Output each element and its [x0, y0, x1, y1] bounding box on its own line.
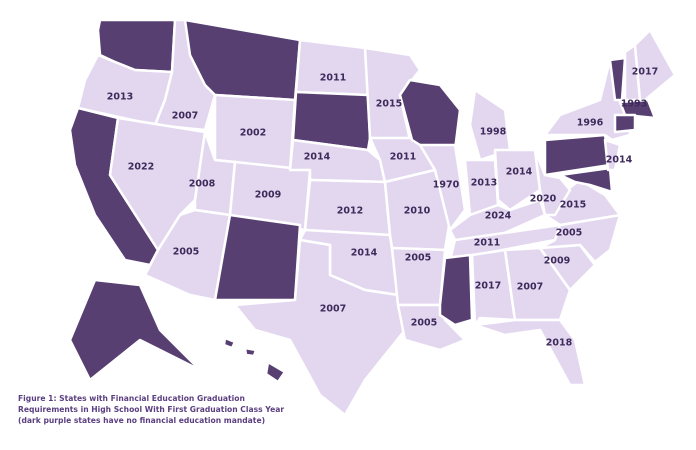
- year-label: 2024: [485, 211, 512, 222]
- state: [608, 56, 627, 102]
- state: [633, 28, 677, 102]
- states: [68, 18, 677, 417]
- year-label: 2005: [405, 253, 431, 264]
- caption-line: Requirements in High School With First G…: [18, 405, 284, 414]
- state: [213, 213, 302, 302]
- state: [243, 346, 258, 358]
- caption-line: (dark purple states have no financial ed…: [18, 416, 265, 425]
- state: [294, 38, 370, 97]
- state: [438, 253, 474, 327]
- year-label: 2015: [376, 99, 402, 110]
- state: [291, 90, 372, 152]
- year-label: 2011: [390, 152, 416, 163]
- state: [470, 248, 517, 327]
- year-label: 1970: [433, 180, 460, 191]
- year-label: 2005: [556, 228, 582, 239]
- year-label: 1996: [577, 118, 604, 129]
- caption: Figure 1: States with Financial Educatio…: [18, 394, 284, 425]
- year-label: 2014: [304, 152, 331, 163]
- state: [603, 138, 622, 172]
- year-label: 2014: [606, 155, 633, 166]
- year-label: 2011: [474, 238, 500, 249]
- year-label: 2017: [475, 281, 501, 292]
- state: [503, 246, 572, 322]
- caption-line: Figure 1: States with Financial Educatio…: [18, 394, 245, 403]
- year-label: 2007: [172, 111, 198, 122]
- year-labels: 2013 2007 2002 2011 2015 2014 2011 1998 2017 1996…: [107, 67, 658, 349]
- year-label: 2022: [128, 162, 154, 173]
- year-label: 2012: [337, 206, 363, 217]
- state: [68, 278, 202, 382]
- state: [264, 360, 287, 384]
- state: [493, 148, 542, 212]
- year-label: 2014: [506, 167, 533, 178]
- state: [538, 213, 622, 264]
- year-label: 2007: [320, 304, 346, 315]
- state: [558, 166, 614, 194]
- year-label: 2015: [560, 200, 586, 211]
- year-label: 2013: [471, 178, 497, 189]
- state: [618, 98, 657, 120]
- year-label: 1998: [480, 127, 507, 138]
- state: [222, 336, 237, 350]
- year-label: 2007: [517, 282, 543, 293]
- state: [613, 113, 637, 134]
- year-label: 2013: [107, 92, 133, 103]
- year-label: 2010: [404, 206, 431, 217]
- year-label: 2017: [632, 67, 658, 78]
- year-label: 2009: [544, 256, 570, 267]
- year-label: 2005: [173, 247, 199, 258]
- year-label: 2014: [351, 248, 378, 259]
- year-label: 2011: [320, 73, 346, 84]
- year-label: 2020: [530, 194, 557, 205]
- state: [418, 143, 467, 232]
- year-label: 2005: [411, 318, 437, 329]
- year-label: 2002: [240, 128, 266, 139]
- year-label: 1993: [621, 99, 647, 110]
- state: [233, 238, 407, 417]
- year-label: 2008: [189, 179, 216, 190]
- state: [473, 318, 587, 387]
- year-label: 2018: [546, 338, 573, 349]
- year-label: 2009: [255, 190, 281, 201]
